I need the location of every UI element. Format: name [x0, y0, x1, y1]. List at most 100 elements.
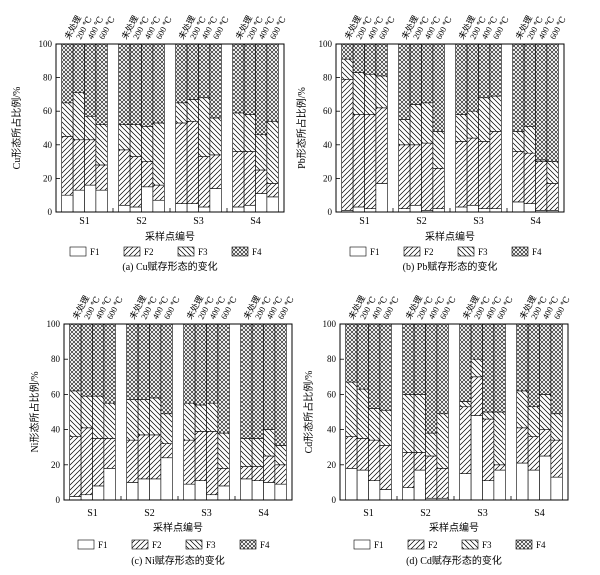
bar-segment — [341, 43, 354, 60]
bar-segment — [217, 468, 230, 487]
bar-segment — [274, 323, 287, 446]
bar-segment — [379, 489, 392, 501]
panel-caption: (b) Pb赋存形态的变化 — [403, 260, 498, 273]
bar-segment — [84, 115, 97, 141]
bar-segment — [194, 404, 207, 432]
x-axis-title: 采样点编号 — [153, 521, 203, 534]
legend-label: F1 — [90, 247, 100, 257]
bar-segment — [69, 390, 82, 437]
bar-segment — [84, 139, 97, 186]
y-tick-label: 0 — [332, 495, 337, 505]
bar-segment — [356, 388, 369, 439]
category-label: S4 — [530, 216, 541, 227]
y-tick-label: 20 — [323, 173, 333, 183]
legend-label: F3 — [206, 540, 216, 550]
bar-segment — [84, 43, 97, 117]
bar-segment — [206, 323, 219, 404]
bar-segment — [103, 438, 116, 469]
bar-segment — [459, 401, 472, 408]
bar-segment — [194, 431, 207, 481]
legend-swatch — [123, 246, 141, 257]
bar-segment — [368, 480, 381, 501]
bar-segment — [266, 43, 279, 122]
bar-segment — [137, 399, 150, 436]
bar-segment — [539, 429, 552, 457]
bar-segment — [493, 411, 506, 466]
y-tick-label: 20 — [327, 460, 337, 470]
category-label: S1 — [359, 216, 370, 227]
bar-segment — [274, 483, 287, 501]
bar-segment — [341, 58, 354, 80]
bar-segment — [72, 43, 85, 94]
bar-segment — [436, 323, 449, 415]
bar-segment — [466, 110, 479, 139]
bar-segment — [141, 161, 154, 188]
bar-segment — [341, 78, 354, 211]
bar-segment — [80, 427, 93, 496]
bar-segment — [512, 201, 525, 213]
bar-segment — [240, 478, 253, 501]
bar-segment — [398, 144, 411, 209]
y-axis-title: Cd形态所占比例/% — [302, 371, 315, 454]
bar-segment — [425, 323, 438, 434]
bar-segment — [489, 131, 502, 209]
y-tick-label: 80 — [323, 73, 333, 83]
bar-segment — [251, 438, 264, 467]
bar-segment — [118, 124, 131, 151]
bar-segment — [512, 151, 525, 203]
bar-segment — [152, 199, 165, 213]
bar-segment — [546, 43, 559, 162]
bar-segment — [263, 482, 276, 501]
legend-swatch — [239, 539, 257, 550]
bar-segment — [466, 204, 479, 213]
bar-segment — [478, 43, 491, 99]
bar-segment — [118, 149, 131, 206]
bar-segment — [413, 469, 426, 501]
category-label: S2 — [136, 216, 147, 227]
bar-segment — [493, 469, 506, 501]
bar-segment — [129, 206, 142, 213]
bar-segment — [141, 186, 154, 213]
bar-segment — [217, 323, 230, 434]
bar-segment — [103, 468, 116, 501]
bar-segment — [126, 439, 139, 483]
legend-label: F3 — [198, 247, 208, 257]
bar-segment — [206, 402, 219, 432]
category-label: S3 — [201, 508, 212, 519]
y-tick-label: 60 — [51, 389, 61, 399]
bar-segment — [527, 436, 540, 471]
bar-segment — [232, 206, 245, 213]
y-tick-label: 60 — [323, 106, 333, 116]
bar-segment — [255, 169, 268, 194]
bar-segment — [455, 141, 468, 208]
y-tick-label: 40 — [323, 140, 333, 150]
legend-label: F4 — [260, 540, 270, 550]
bar-segment — [160, 413, 173, 444]
bar-segment — [546, 161, 559, 184]
y-tick-label: 40 — [327, 425, 337, 435]
legend-swatch — [185, 539, 203, 550]
category-label: S4 — [258, 508, 269, 519]
bar-segment — [118, 43, 131, 125]
bar-segment — [175, 102, 188, 124]
bar-segment — [489, 208, 502, 213]
bar-segment — [186, 43, 199, 100]
bar-segment — [421, 102, 434, 144]
bar-segment — [470, 376, 483, 416]
bar-segment — [470, 415, 483, 501]
bar-segment — [535, 161, 548, 211]
bar-segment — [539, 455, 552, 501]
bar-segment — [72, 139, 85, 191]
bar-segment — [375, 107, 388, 184]
legend-swatch — [77, 539, 95, 550]
bar-segment — [364, 73, 377, 115]
legend-swatch — [403, 246, 421, 257]
bar-segment — [345, 381, 358, 437]
bar-segment — [137, 323, 150, 400]
bar-segment — [425, 432, 438, 457]
bar-segment — [61, 194, 74, 213]
bar-segment — [409, 144, 422, 206]
